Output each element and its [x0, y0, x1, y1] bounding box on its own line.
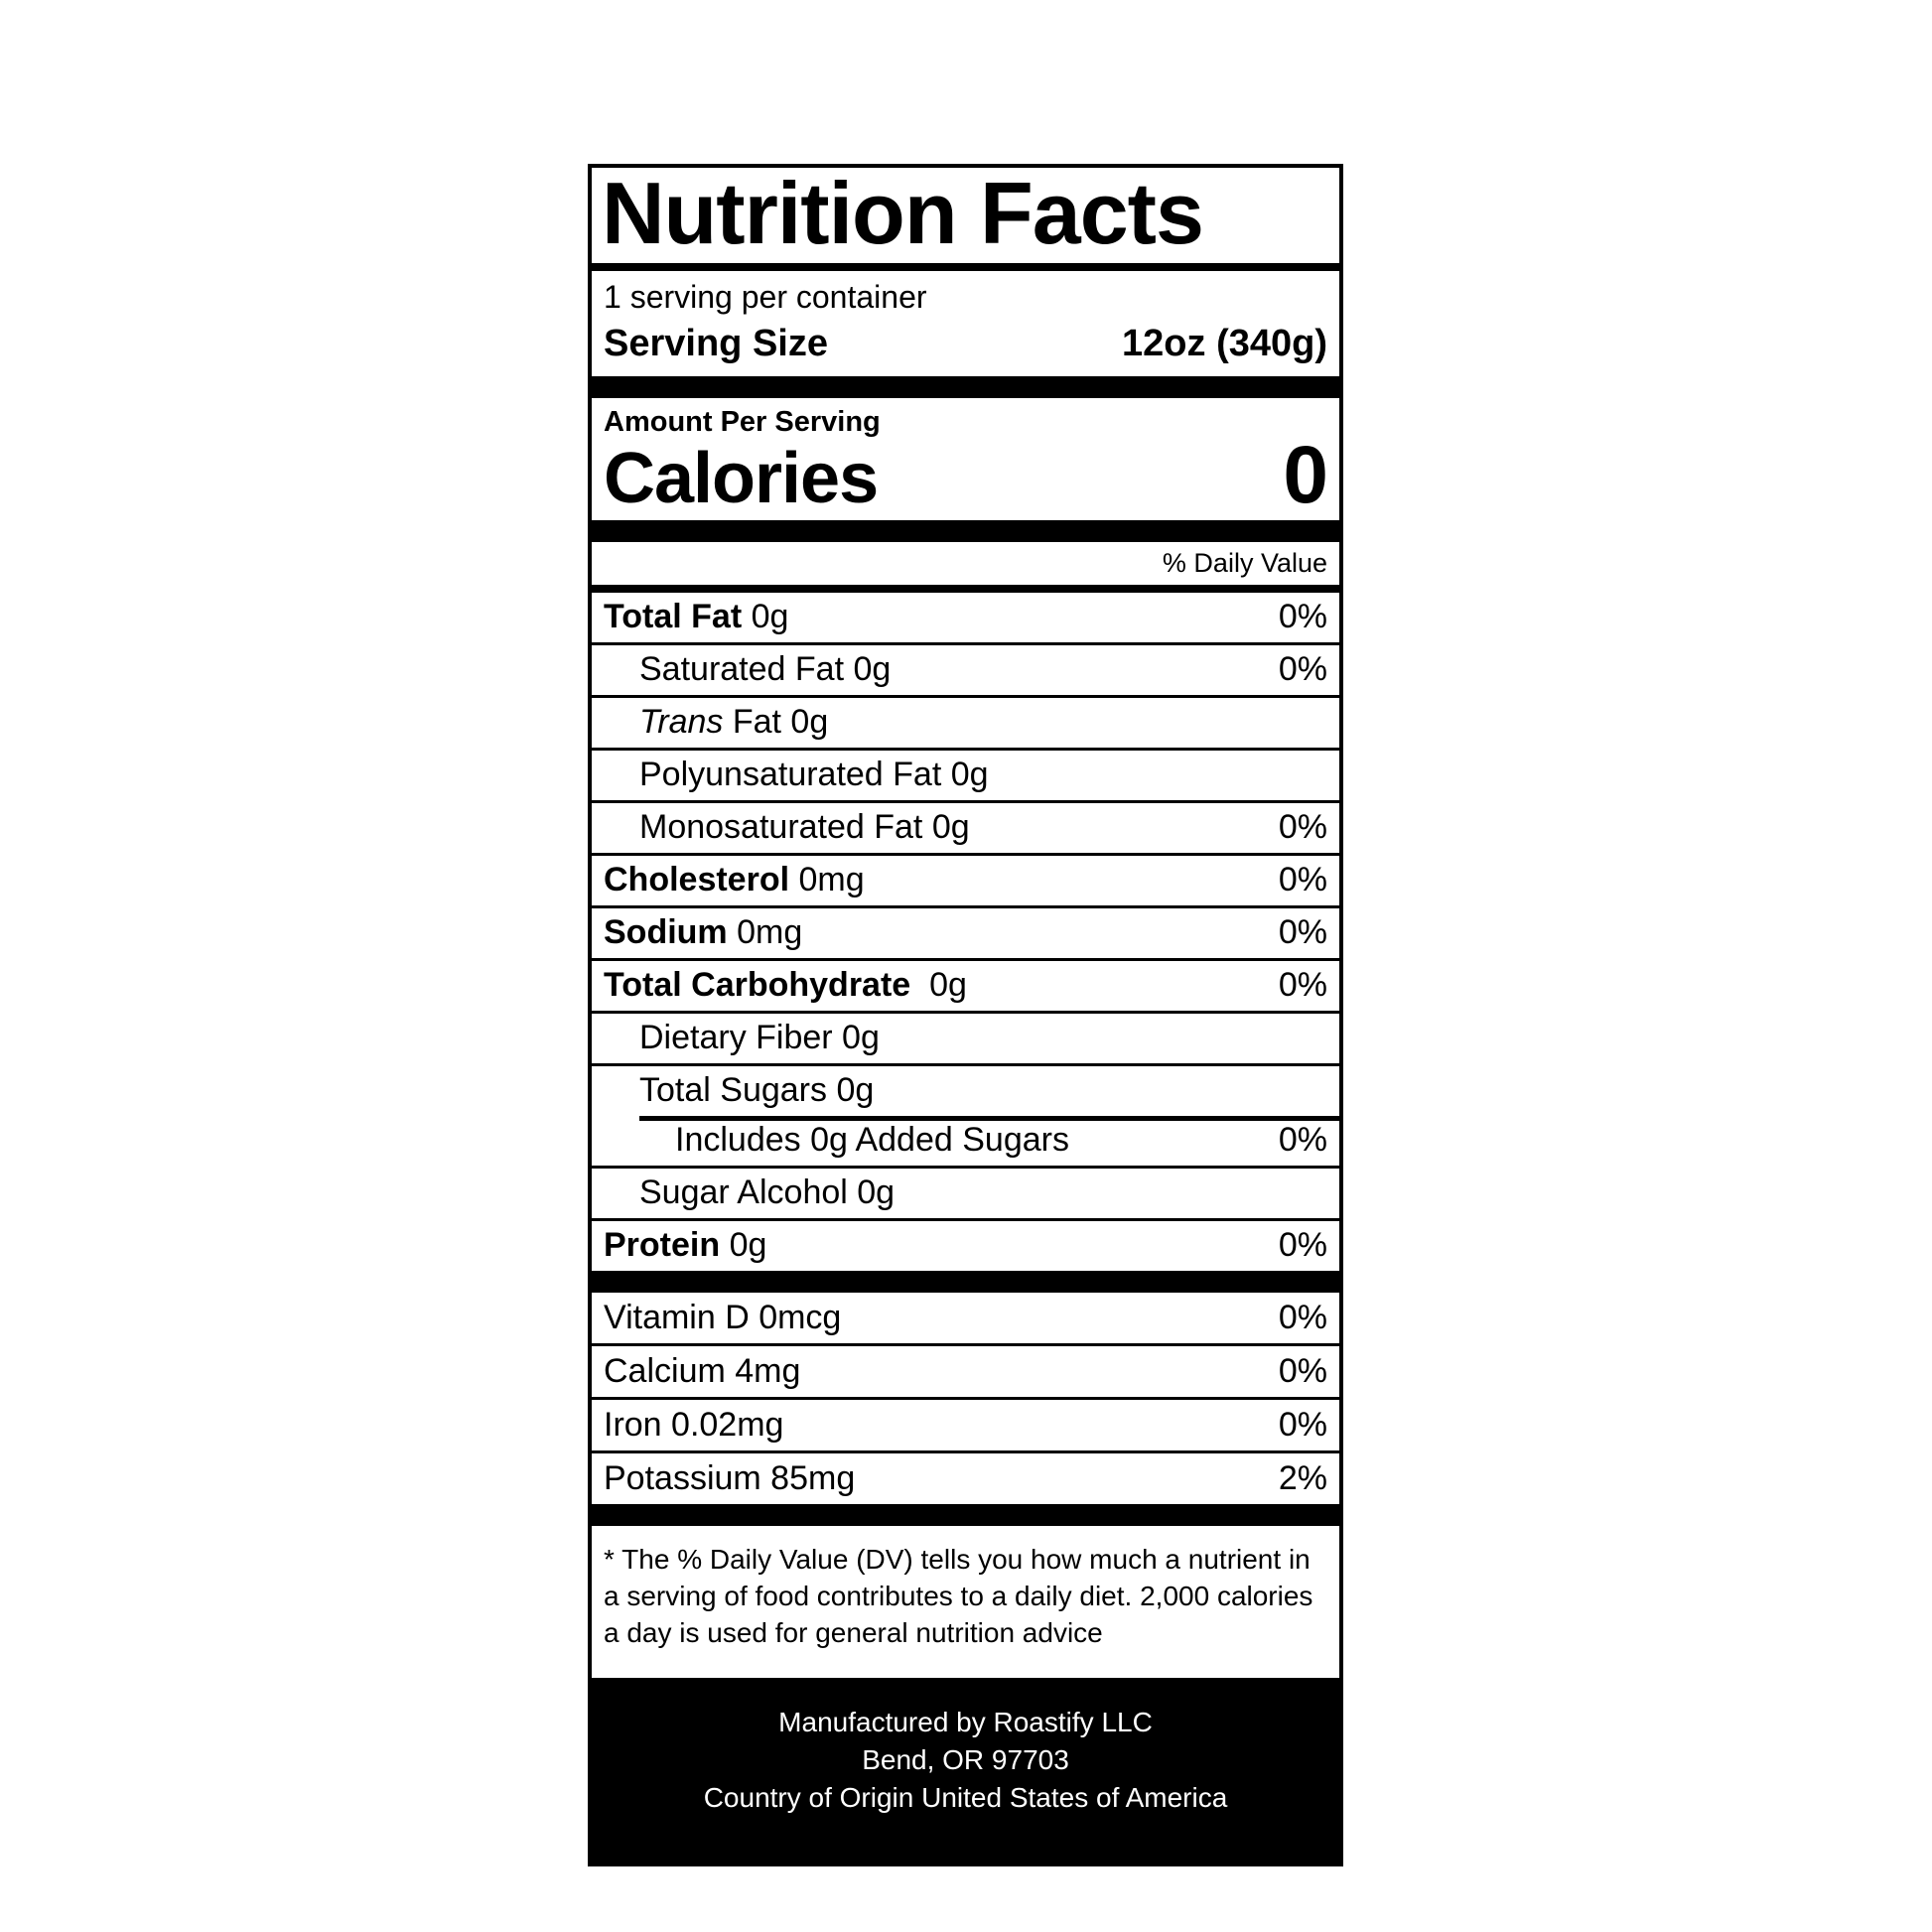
nutrient-name-cholesterol: Cholesterol 0mg	[604, 863, 865, 897]
total-sugars-label: Total Sugars 0g	[639, 1070, 875, 1109]
servings-per-container: 1 serving per container	[604, 279, 927, 315]
total-fat-label: Total Fat	[604, 597, 743, 635]
potassium-dv: 2%	[1278, 1458, 1327, 1497]
table-row-total-fat: Total Fat 0g 0%	[592, 593, 1339, 642]
trans-fat-label: Trans Fat 0g	[639, 705, 828, 739]
total-carbohydrate-label: Total Carbohydrate	[604, 965, 911, 1004]
nutrient-name-total-fat: Total Fat 0g	[604, 600, 788, 633]
calories-dv-separator	[592, 519, 1339, 542]
calories-block: Amount Per Serving Calories 0	[592, 398, 1339, 520]
added-sugars-label: Includes 0g Added Sugars	[675, 1120, 1069, 1159]
table-row-dietary-fiber: Dietary Fiber 0g	[592, 1010, 1339, 1063]
calcium-label: Calcium 4mg	[604, 1351, 801, 1390]
table-row-calcium: Calcium 4mg 0%	[592, 1342, 1339, 1397]
table-row-sugar-alcohol: Sugar Alcohol 0g	[592, 1165, 1339, 1218]
calcium-dv: 0%	[1278, 1351, 1327, 1390]
nutrient-name-sodium: Sodium 0mg	[604, 915, 802, 949]
saturated-fat-label: Saturated Fat 0g	[639, 649, 892, 688]
footnote-line-1: * The % Daily Value (DV) tells you how m…	[604, 1543, 1311, 1575]
dietary-fiber-label: Dietary Fiber 0g	[639, 1018, 880, 1056]
table-row-polyunsaturated-fat: Polyunsaturated Fat 0g	[592, 747, 1339, 800]
dv-header-divider	[592, 584, 1339, 593]
cholesterol-amount: 0mg	[798, 860, 865, 898]
label-title: Nutrition Facts	[602, 168, 1204, 262]
nutrition-facts-label: Nutrition Facts 1 serving per container …	[588, 164, 1343, 1866]
daily-value-header: % Daily Value	[1162, 547, 1327, 578]
total-carbohydrate-amount: 0g	[929, 965, 967, 1004]
added-sugars-dv: 0%	[1278, 1120, 1327, 1159]
table-row-cholesterol: Cholesterol 0mg 0%	[592, 852, 1339, 905]
total-fat-dv: 0%	[1278, 597, 1327, 635]
serving-size-value: 12oz (340g)	[1122, 323, 1327, 364]
total-fat-amount: 0g	[751, 597, 789, 635]
table-row-potassium: Potassium 85mg 2%	[592, 1449, 1339, 1504]
table-row-sodium: Sodium 0mg 0%	[592, 904, 1339, 958]
daily-value-footnote: * The % Daily Value (DV) tells you how m…	[592, 1526, 1339, 1678]
saturated-fat-dv: 0%	[1278, 649, 1327, 688]
protein-label: Protein	[604, 1225, 721, 1264]
sodium-dv: 0%	[1278, 912, 1327, 951]
manufacturer-name: Manufactured by Roastify LLC	[778, 1706, 1153, 1737]
iron-dv: 0%	[1278, 1405, 1327, 1444]
table-row-added-sugars: Includes 0g Added Sugars 0%	[592, 1115, 1339, 1166]
nutrient-list: Total Fat 0g 0% Saturated Fat 0g 0% Tran…	[592, 593, 1339, 1271]
vitamin-list: Vitamin D 0mcg 0% Calcium 4mg 0% Iron 0.…	[592, 1293, 1339, 1504]
calories-row: Calories 0	[592, 430, 1339, 520]
trans-fat-italic-word: Trans	[639, 702, 724, 741]
country-of-origin: Country of Origin United States of Ameri…	[703, 1781, 1228, 1813]
protein-amount: 0g	[729, 1225, 767, 1264]
monosaturated-fat-dv: 0%	[1278, 807, 1327, 846]
vitamin-d-label: Vitamin D 0mcg	[604, 1298, 842, 1336]
manufacturer-block: Manufactured by Roastify LLC Bend, OR 97…	[592, 1677, 1339, 1863]
cholesterol-label: Cholesterol	[604, 860, 790, 898]
serving-calories-separator	[592, 376, 1339, 398]
sodium-amount: 0mg	[737, 912, 803, 951]
serving-size-label: Serving Size	[604, 323, 828, 364]
nutrient-name-total-carbohydrate: Total Carbohydrate 0g	[604, 968, 967, 1002]
table-row-total-carbohydrate: Total Carbohydrate 0g 0%	[592, 957, 1339, 1011]
total-carbohydrate-dv: 0%	[1278, 965, 1327, 1004]
amount-per-serving-label: Amount Per Serving	[604, 406, 881, 438]
table-row-monosaturated-fat: Monosaturated Fat 0g 0%	[592, 799, 1339, 853]
serving-size-row: Serving Size 12oz (340g)	[592, 317, 1339, 376]
table-row-protein: Protein 0g 0%	[592, 1217, 1339, 1271]
potassium-label: Potassium 85mg	[604, 1458, 856, 1497]
manufacturer-address: Bend, OR 97703	[862, 1743, 1069, 1775]
table-row-iron: Iron 0.02mg 0%	[592, 1396, 1339, 1450]
footnote-line-3: a day is used for general nutrition advi…	[604, 1616, 1103, 1648]
calories-value: 0	[1283, 430, 1328, 520]
footnote-line-2: a serving of food contributes to a daily…	[604, 1580, 1313, 1611]
trans-fat-rest: Fat 0g	[723, 702, 829, 741]
polyunsaturated-fat-label: Polyunsaturated Fat 0g	[639, 755, 989, 793]
calories-label: Calories	[604, 438, 879, 518]
iron-label: Iron 0.02mg	[604, 1405, 784, 1444]
table-row-saturated-fat: Saturated Fat 0g 0%	[592, 641, 1339, 695]
protein-vitamins-separator	[592, 1270, 1339, 1293]
title-divider	[592, 263, 1339, 271]
serving-block: 1 serving per container Serving Size 12o…	[592, 271, 1339, 376]
vitamins-footnote-separator	[592, 1503, 1339, 1526]
table-row-vitamin-d: Vitamin D 0mcg 0%	[592, 1293, 1339, 1343]
sugar-alcohol-label: Sugar Alcohol 0g	[639, 1173, 896, 1211]
protein-dv: 0%	[1278, 1225, 1327, 1264]
cholesterol-dv: 0%	[1278, 860, 1327, 898]
vitamin-d-dv: 0%	[1278, 1298, 1327, 1336]
table-row-trans-fat: Trans Fat 0g	[592, 694, 1339, 748]
table-row-total-sugars: Total Sugars 0g	[592, 1062, 1339, 1116]
monosaturated-fat-label: Monosaturated Fat 0g	[639, 807, 970, 846]
sodium-label: Sodium	[604, 912, 728, 951]
nutrient-name-protein: Protein 0g	[604, 1228, 766, 1262]
